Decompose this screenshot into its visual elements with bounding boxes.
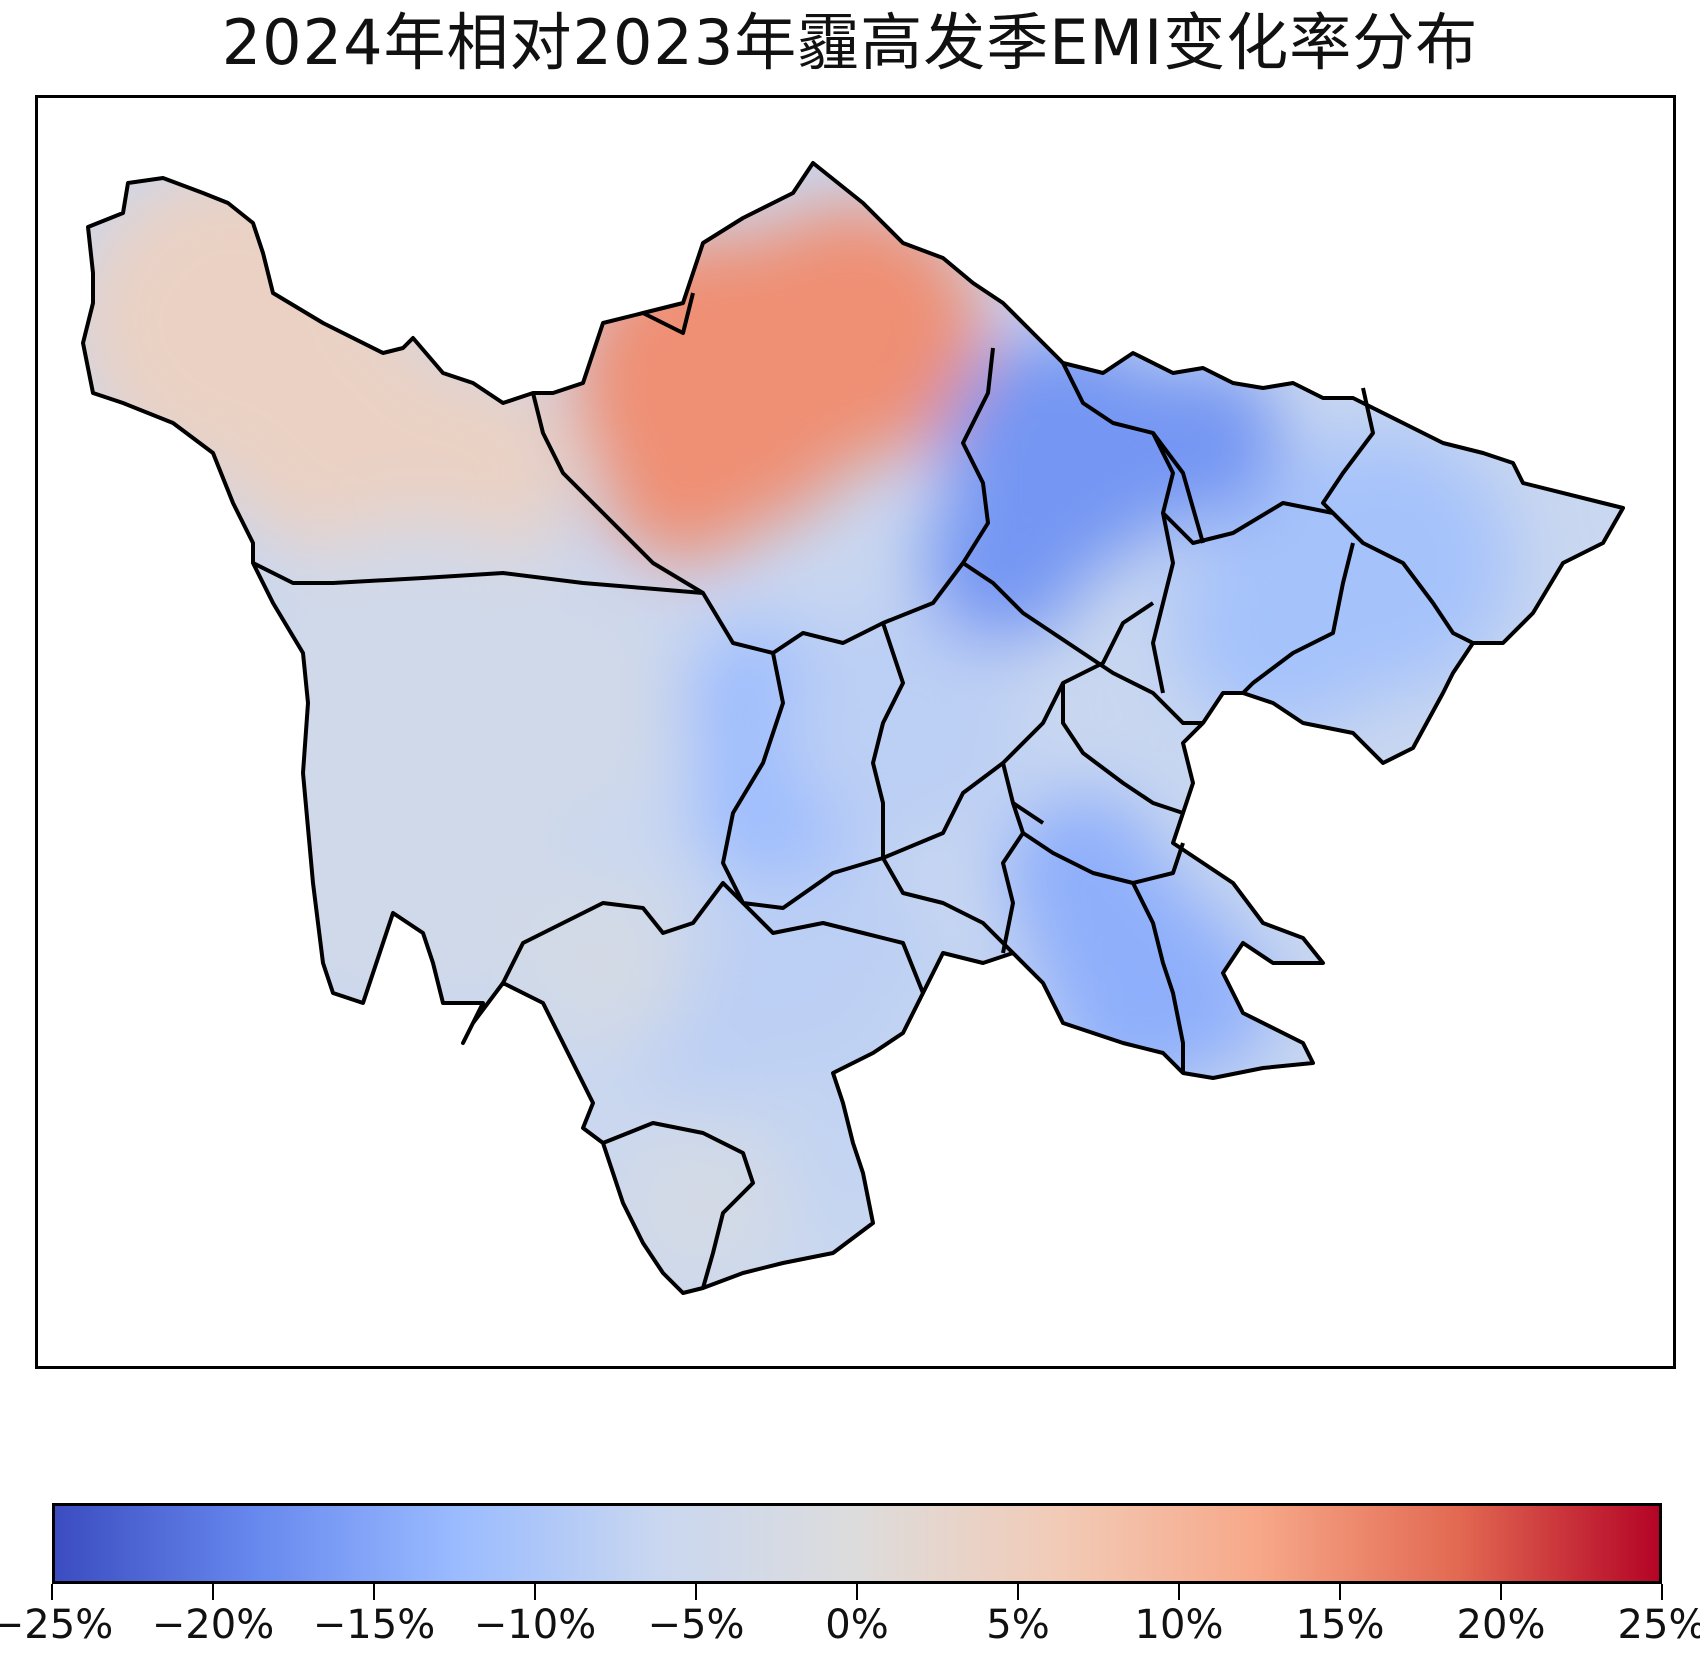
boundary-southeast [1131,882,1185,1073]
colorbar-tick [212,1584,214,1600]
boundary-far-south [602,1121,755,1289]
field-blob-west [443,583,683,823]
colorbar-ticks: −25% −20% −15% −10% −5% 0% 5% 10% 15% 20% 25% [0,1584,1700,1658]
colorbar-tick-label: 25% [1617,1602,1700,1648]
colorbar-tick [1178,1584,1180,1600]
map-frame [35,95,1676,1369]
colorbar-tick-label: −20% [151,1602,275,1648]
field-blob-northeast [1123,363,1283,523]
boundary-central-2 [961,561,1203,725]
boundary-center-5 [871,622,905,858]
boundary-central-3 [1061,683,1184,815]
colorbar-tick-label: 5% [986,1602,1050,1648]
colorbar-tick [1017,1584,1019,1600]
boundary-north [531,347,995,655]
colorbar-tick-label: −5% [647,1602,745,1648]
field-blob-east [1173,513,1393,733]
map-svg [81,161,1625,1295]
colorbar-tick-label: −10% [473,1602,597,1648]
field-blob-northeast [923,483,1083,643]
colorbar-tick-label: 15% [1295,1602,1385,1648]
boundary-inner-north [642,292,695,335]
colorbar-tick-label: −15% [312,1602,436,1648]
page-title: 2024年相对2023年霾高发季EMI变化率分布 [221,6,1479,79]
colorbar [52,1503,1662,1584]
colorbar-tick-label: −25% [0,1602,114,1648]
boundary-west [252,561,704,595]
colorbar-tick [1339,1584,1341,1600]
emi-change-field [83,163,1623,1293]
boundary-northeast-3 [1241,542,1355,695]
boundary-south-1 [501,881,745,984]
boundary-south-2 [741,901,925,994]
boundary-northeast-2 [1321,387,1474,645]
colorbar-tick-label: 10% [1134,1602,1224,1648]
colorbar-tick [1500,1584,1502,1600]
field-blob-far-south [613,1113,793,1293]
colorbar-tick [51,1584,53,1600]
boundary-south-4 [1001,831,1025,954]
field-blob-north-central [723,203,983,463]
field-blob-north-central [603,403,763,563]
boundary-central-4 [881,857,1015,955]
colorbar-tick [856,1584,858,1600]
province-outline [81,161,1625,1295]
field-blob-south [863,953,1063,1153]
field-blob-far-south [513,873,693,1053]
colorbar-tick [1661,1584,1663,1600]
colorbar-tick [695,1584,697,1600]
city-boundaries [81,161,1625,1295]
colorbar-tick-label: 20% [1456,1602,1546,1648]
boundary-east-2 [1151,512,1175,694]
boundary-center-6 [1001,762,1045,825]
colorbar-tick-label: 0% [825,1602,889,1648]
field-blob-southeast [1003,793,1163,953]
colorbar-tick [373,1584,375,1600]
field-blob-west [253,713,553,1013]
boundary-east-1 [1151,431,1205,544]
colorbar-tick [534,1584,536,1600]
field-blob-central [783,603,1023,843]
